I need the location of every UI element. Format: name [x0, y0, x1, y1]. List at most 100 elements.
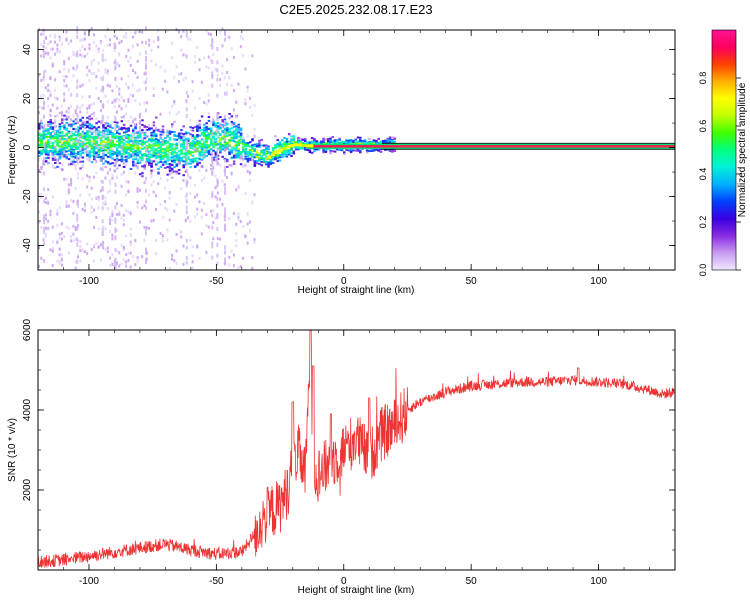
spectrogram-cell — [79, 124, 82, 127]
spectrogram-noise-cell — [60, 42, 63, 46]
spectrogram-cell — [159, 141, 163, 144]
spectrogram-noise-cell — [54, 146, 57, 150]
spectrogram-cell — [226, 135, 229, 138]
spectrogram-cell — [253, 160, 257, 163]
spectrogram-cell — [297, 136, 300, 139]
spectrogram-cell — [388, 141, 392, 144]
spectrogram-cell — [111, 145, 114, 148]
spectrogram-noise-cell — [70, 39, 73, 43]
spectrogram-cell — [310, 137, 314, 140]
spectrogram-noise-cell — [120, 146, 123, 150]
spectrogram-noise-cell — [171, 253, 174, 257]
spectrogram-cell — [63, 137, 66, 140]
spectrogram-cell — [375, 148, 378, 151]
spectrogram-noise-cell — [115, 110, 118, 114]
spectrogram-cell — [81, 124, 85, 127]
spectrogram-noise-cell — [118, 98, 121, 102]
spectrogram-cell — [76, 131, 80, 134]
spectrogram-cell — [352, 149, 355, 152]
spectrogram-noise-cell — [171, 56, 174, 60]
spectrogram-noise-cell — [209, 58, 212, 62]
spectrogram-cell — [182, 152, 185, 155]
spectrogram-cell — [388, 150, 392, 153]
spectrogram-noise-cell — [193, 195, 196, 199]
spectrogram-cell — [173, 166, 176, 169]
spectrogram-noise-cell — [122, 258, 125, 262]
spectrogram-cell — [196, 140, 199, 143]
spectrogram-cell — [205, 135, 208, 138]
spectrogram-noise-cell — [60, 113, 63, 117]
spectrogram-cell — [122, 123, 126, 126]
spectrogram-streak-cell — [43, 142, 46, 147]
spectrogram-noise-cell — [246, 169, 249, 173]
spectrogram-noise-cell — [111, 147, 114, 151]
spectrogram-noise-cell — [175, 249, 178, 253]
spectrogram-cell — [99, 139, 103, 142]
spectrogram-cell — [209, 153, 213, 156]
spectrogram-cell — [258, 152, 261, 155]
spectrogram-noise-cell — [56, 106, 59, 110]
spectrogram-noise-cell — [113, 115, 116, 119]
spectrogram-cell — [173, 150, 176, 153]
spectrogram-noise-cell — [95, 143, 98, 147]
spectrogram-noise-cell — [164, 162, 167, 166]
spectrogram-cell — [164, 151, 167, 154]
spectrogram-noise-cell — [136, 189, 139, 193]
spectrogram-noise-cell — [76, 143, 79, 147]
spectrogram-cell — [93, 158, 96, 161]
spectrogram-cell — [255, 153, 259, 156]
spectrogram-noise-cell — [44, 213, 47, 217]
spectrogram-noise-cell — [115, 202, 118, 206]
spectrogram-streak-cell — [114, 189, 117, 194]
spectrogram-cell — [74, 142, 78, 145]
spectrogram-noise-cell — [74, 186, 77, 190]
spectrogram-cell — [230, 120, 234, 123]
spectrogram-cell — [106, 130, 110, 133]
spectrogram-cell — [349, 142, 353, 145]
spectrogram-cell — [223, 118, 227, 121]
spectrogram-noise-cell — [65, 153, 68, 157]
spectrogram-cell — [370, 149, 374, 152]
spectrogram-noise-cell — [132, 35, 135, 39]
spectrogram-cell — [310, 151, 314, 154]
spectrogram-cell — [79, 153, 82, 156]
spectrogram-cell — [81, 160, 85, 163]
spectrogram-cell — [47, 131, 50, 134]
spectrogram-noise-cell — [161, 87, 164, 91]
spectrogram-noise-cell — [74, 266, 77, 270]
spectrogram-cell — [154, 144, 158, 147]
spectrogram-cell — [265, 157, 268, 160]
spectrogram-cell — [301, 138, 305, 141]
spectrogram-noise-cell — [239, 45, 242, 49]
spectrogram-cell — [102, 154, 105, 157]
spectrogram-streak-cell — [76, 79, 79, 84]
spectrogram-noise-cell — [226, 175, 229, 179]
spectrogram-cell — [159, 158, 163, 161]
spectrogram-noise-cell — [239, 35, 242, 39]
spectrogram-noise-cell — [132, 120, 135, 124]
spectrogram-cell — [54, 152, 57, 155]
spectrogram-noise-cell — [205, 102, 208, 106]
spectrogram-cell — [120, 152, 124, 155]
spectrogram-streak-cell — [216, 157, 219, 162]
ridge-cell — [297, 143, 302, 147]
spectrogram-noise-cell — [166, 178, 169, 182]
spectrogram-streak-cell — [224, 158, 227, 163]
spectrogram-noise-cell — [72, 53, 75, 57]
spectrogram-cell — [175, 144, 179, 147]
spectrogram-cell — [349, 139, 353, 142]
spectrogram-noise-cell — [97, 129, 100, 133]
spectrogram-cell — [49, 132, 52, 135]
spectrogram-streak-cell — [216, 196, 219, 201]
spectrogram-cell — [143, 141, 146, 144]
spectrogram-cell — [152, 124, 156, 127]
spectrogram-noise-cell — [51, 249, 54, 253]
spectrogram-cell — [99, 143, 103, 146]
spectrogram-cell — [141, 175, 144, 178]
spectrogram-noise-cell — [72, 50, 75, 54]
spectrogram-cell — [106, 138, 110, 141]
spectrogram-noise-cell — [115, 175, 118, 179]
spectrogram-cell — [95, 122, 98, 125]
spectrogram-cell — [203, 126, 206, 129]
spectrogram-cell — [72, 150, 75, 153]
